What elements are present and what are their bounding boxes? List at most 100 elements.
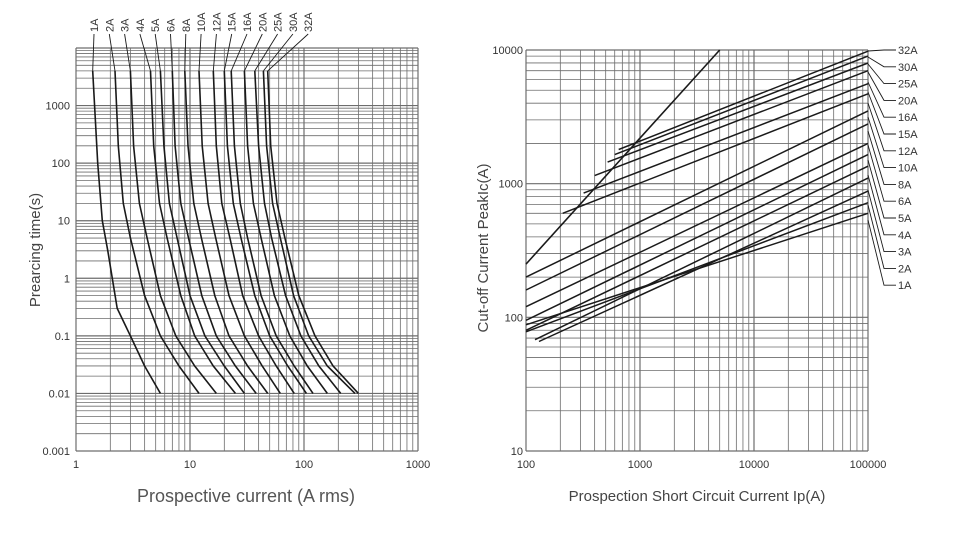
legend-leader — [867, 130, 896, 185]
curve-label: 8A — [181, 18, 193, 32]
cutoff-curve-4a — [534, 177, 869, 341]
curve-8a — [184, 70, 269, 394]
time-current-y-tick-label: 0.001 — [42, 446, 70, 458]
time-current-y-axis-title: Prearcing time(s) — [27, 193, 44, 307]
legend-leader — [867, 189, 896, 253]
legend-leader — [867, 49, 896, 52]
cutoff-x-tick-label: 100 — [517, 459, 535, 471]
curve-12a — [212, 70, 295, 394]
curve-10a — [198, 70, 281, 394]
time-current-x-tick-label: 1 — [73, 459, 79, 471]
legend-label: 2A — [898, 263, 912, 275]
time-current-y-tick-label: 0.1 — [55, 331, 70, 343]
legend-leader — [867, 102, 896, 152]
legend-leader — [867, 63, 896, 85]
cutoff-x-ticks: 100 1000 10000 100000 — [517, 459, 887, 471]
cutoff-curve-6a — [525, 153, 869, 321]
cutoff-curve-30a — [614, 55, 869, 156]
cutoff-curve-12a — [525, 110, 869, 278]
cutoff-x-tick-label: 100000 — [850, 459, 887, 471]
cutoff-x-tick-label: 10000 — [739, 459, 770, 471]
time-current-curve-labels: 1A 2A 3A 4A 5A 6A 8A 10A 12A 15A 16A 20A 25A 30A 32A — [89, 12, 315, 72]
legend-label: 4A — [898, 230, 912, 242]
curve-label: 6A — [166, 18, 178, 32]
time-current-x-tick-label: 100 — [295, 459, 313, 471]
time-current-y-ticks: 0.001 0.01 0.1 1 10 100 1000 — [42, 101, 70, 458]
curve-label: 12A — [211, 12, 223, 32]
leader-16a — [230, 33, 248, 72]
legend-label: 16A — [898, 112, 918, 124]
leader-4a — [139, 33, 151, 72]
leader-6a — [170, 33, 173, 71]
legend-label: 30A — [898, 62, 918, 74]
time-current-grid — [75, 47, 419, 452]
time-current-y-tick-label: 1000 — [46, 101, 70, 113]
cutoff-curve-32a — [618, 50, 869, 151]
leader-10a — [198, 33, 202, 71]
curve-16a — [230, 70, 314, 394]
time-current-y-tick-label: 0.01 — [49, 388, 70, 400]
curve-32a — [266, 70, 359, 394]
cutoff-curve-25a — [607, 62, 869, 163]
curve-label: 3A — [120, 18, 132, 32]
legend-leader — [867, 81, 896, 118]
leader-25a — [254, 33, 278, 72]
legend-label: 20A — [898, 95, 918, 107]
cutoff-curve-low — [525, 201, 869, 333]
curve-15a — [223, 70, 308, 394]
curve-label: 2A — [104, 18, 116, 32]
cutoff-curve-10a — [525, 123, 869, 291]
legend-label: 25A — [898, 79, 918, 91]
leader-8a — [184, 33, 187, 71]
time-current-y-tick-label: 1 — [64, 273, 70, 285]
curve-label: 10A — [196, 12, 208, 32]
curve-30a — [262, 70, 356, 394]
legend-label: 5A — [898, 213, 912, 225]
cutoff-curves — [525, 49, 869, 343]
cutoff-curve-8a — [525, 142, 869, 308]
legend-label: 12A — [898, 146, 918, 158]
leader-1a — [92, 33, 95, 71]
curve-3a — [129, 70, 217, 394]
curve-4a — [149, 70, 237, 394]
time-current-y-tick-label: 100 — [52, 158, 70, 170]
curve-label: 16A — [242, 12, 254, 32]
legend-label: 15A — [898, 129, 918, 141]
curve-label: 4A — [135, 18, 147, 32]
leader-2a — [108, 33, 116, 71]
leader-15a — [223, 33, 233, 71]
cutoff-curve-5a — [525, 165, 869, 331]
curve-label: 30A — [288, 12, 300, 32]
cutoff-y-axis-title: Cut-off Current PeakIc(A) — [475, 164, 492, 333]
curve-label: 20A — [257, 12, 269, 32]
legend-label: 10A — [898, 163, 918, 175]
cutoff-legend: 32A 30A 25A 20A 16A 15A 12A 10A 8A 6A 5A 4A 3A 2A 1A — [867, 45, 918, 292]
curve-1a — [91, 70, 162, 394]
legend-leader — [867, 159, 896, 219]
legend-label: 6A — [898, 196, 912, 208]
curve-label: 32A — [303, 12, 315, 32]
cutoff-curve-low — [525, 212, 869, 326]
legend-label: 1A — [898, 280, 912, 292]
legend-leader — [867, 174, 896, 236]
cutoff-curve-15a — [562, 93, 869, 214]
leader-32a — [267, 33, 309, 72]
curve-6a — [171, 70, 257, 394]
cutoff-y-tick-label: 1000 — [499, 179, 523, 191]
legend-leader — [867, 91, 896, 135]
legend-leader — [867, 204, 896, 269]
cutoff-y-tick-label: 10 — [511, 446, 523, 458]
leader-20a — [243, 33, 263, 72]
curve-20a — [243, 70, 328, 394]
curve-5a — [159, 70, 246, 394]
time-current-curves — [91, 70, 359, 394]
leader-30a — [263, 33, 294, 72]
time-current-x-tick-label: 1000 — [406, 459, 430, 471]
cutoff-x-tick-label: 1000 — [628, 459, 652, 471]
legend-label: 3A — [898, 247, 912, 259]
legend-leader — [867, 116, 896, 169]
leader-12a — [212, 33, 217, 71]
leader-3a — [124, 33, 131, 71]
